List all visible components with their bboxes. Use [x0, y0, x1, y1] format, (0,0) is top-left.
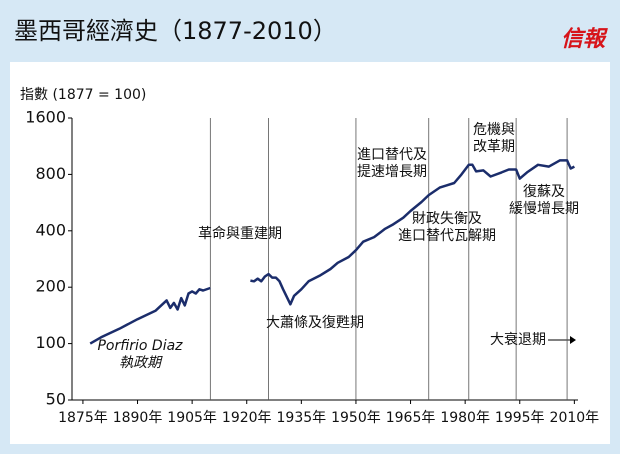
x-tick-label: 1980年 [440, 410, 490, 426]
logo: 信報 [561, 27, 608, 52]
chart-title: 墨西哥經濟史（1877-2010） [14, 17, 337, 45]
x-tick-label: 1890年 [113, 410, 163, 426]
annotation: 改革期 [473, 139, 515, 155]
y-tick-label: 800 [35, 164, 66, 183]
x-tick-label: 1875年 [58, 410, 108, 426]
y-tick-label: 100 [35, 333, 66, 352]
x-tick-label: 1920年 [222, 410, 272, 426]
annotation: 提速增長期 [357, 164, 427, 180]
annotation: 進口替代及 [357, 147, 427, 163]
annotation: Porfirio Diaz [97, 338, 183, 354]
arrow-head [570, 336, 576, 344]
annotation: 進口替代瓦解期 [398, 228, 496, 244]
x-tick-label: 1965年 [386, 410, 436, 426]
x-tick-label: 2010年 [550, 410, 600, 426]
x-tick-label: 1935年 [277, 410, 327, 426]
y-tick-label: 50 [46, 390, 66, 409]
x-tick-label: 1995年 [495, 410, 545, 426]
annotation: 執政期 [119, 355, 163, 371]
annotation: 緩慢增長期 [509, 200, 579, 217]
y-tick-label: 400 [35, 220, 66, 239]
x-tick-label: 1905年 [167, 410, 217, 426]
annotation: 大衰退期 [490, 331, 546, 348]
annotation: 危機與 [473, 122, 515, 138]
x-tick-label: 1950年 [331, 410, 381, 426]
annotation: 革命與重建期 [198, 225, 282, 242]
y-tick-label: 200 [35, 277, 66, 296]
annotation: 財政失衡及 [412, 211, 482, 227]
annotation: 復蘇及 [523, 183, 565, 200]
y-tick-label: 1600 [25, 108, 66, 127]
y-axis-label: 指數 (1877 = 100) [20, 87, 146, 103]
panel [10, 62, 610, 444]
annotation: 大蕭條及復甦期 [266, 314, 364, 331]
data-line [89, 159, 575, 345]
